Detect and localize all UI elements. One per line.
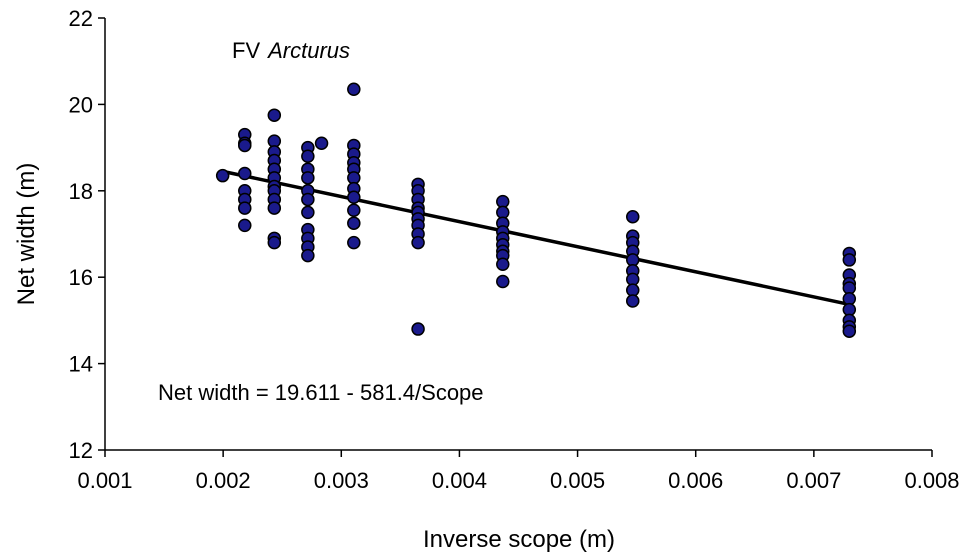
- data-point: [411, 322, 425, 336]
- data-point: [842, 253, 857, 267]
- equation-annotation: Net width = 19.611 - 581.4/Scope: [158, 380, 484, 405]
- data-point: [301, 171, 315, 185]
- data-point: [238, 138, 252, 153]
- y-tick-label: 18: [69, 179, 93, 204]
- x-tick-label: 0.002: [196, 468, 251, 493]
- plot-marks: [215, 82, 857, 338]
- y-tick-label: 22: [69, 6, 93, 31]
- y-tick-label: 12: [69, 438, 93, 463]
- data-point: [496, 257, 510, 271]
- data-point: [842, 324, 857, 338]
- x-tick-label: 0.001: [77, 468, 132, 493]
- data-point: [314, 136, 329, 151]
- data-point: [215, 168, 230, 183]
- x-tick-label: 0.008: [904, 468, 959, 493]
- x-axis-title: Inverse scope (m): [423, 526, 615, 553]
- y-axis-title: Net width (m): [13, 163, 40, 306]
- x-tick-label: 0.004: [432, 468, 487, 493]
- x-tick-label: 0.005: [550, 468, 605, 493]
- y-tick-label: 16: [69, 265, 93, 290]
- data-point: [625, 209, 640, 224]
- data-point: [347, 190, 361, 205]
- y-tick-label: 14: [69, 352, 93, 377]
- vessel-annotation: FV Arcturus: [232, 38, 350, 63]
- plot-labels: FV Arcturus Net width = 19.611 - 581.4/Sc…: [13, 38, 615, 553]
- data-point: [267, 108, 282, 122]
- data-point: [347, 216, 361, 230]
- data-point: [301, 205, 315, 220]
- vessel-prefix: FV: [232, 38, 260, 63]
- data-point: [411, 235, 425, 250]
- data-point: [625, 294, 640, 308]
- data-point: [301, 248, 315, 263]
- data-point: [496, 274, 510, 289]
- data-point: [267, 201, 282, 215]
- data-point: [238, 218, 252, 233]
- plot-axes: 12 14 16 18 20 22 0.001 0.002 0.003 0.004 0.005 0.0…: [69, 6, 960, 493]
- data-point: [347, 203, 361, 217]
- vessel-name: Arcturus: [266, 38, 350, 63]
- data-point: [347, 235, 361, 250]
- trend-line: [222, 169, 850, 307]
- data-point: [347, 82, 361, 97]
- x-tick-label: 0.006: [668, 468, 723, 493]
- y-tick-label: 20: [69, 92, 93, 117]
- data-point: [238, 166, 252, 181]
- x-tick-label: 0.007: [786, 468, 841, 493]
- data-point: [301, 149, 315, 163]
- x-tick-label: 0.003: [314, 468, 369, 493]
- data-point: [301, 192, 315, 207]
- data-point: [238, 201, 252, 215]
- data-point: [267, 235, 282, 250]
